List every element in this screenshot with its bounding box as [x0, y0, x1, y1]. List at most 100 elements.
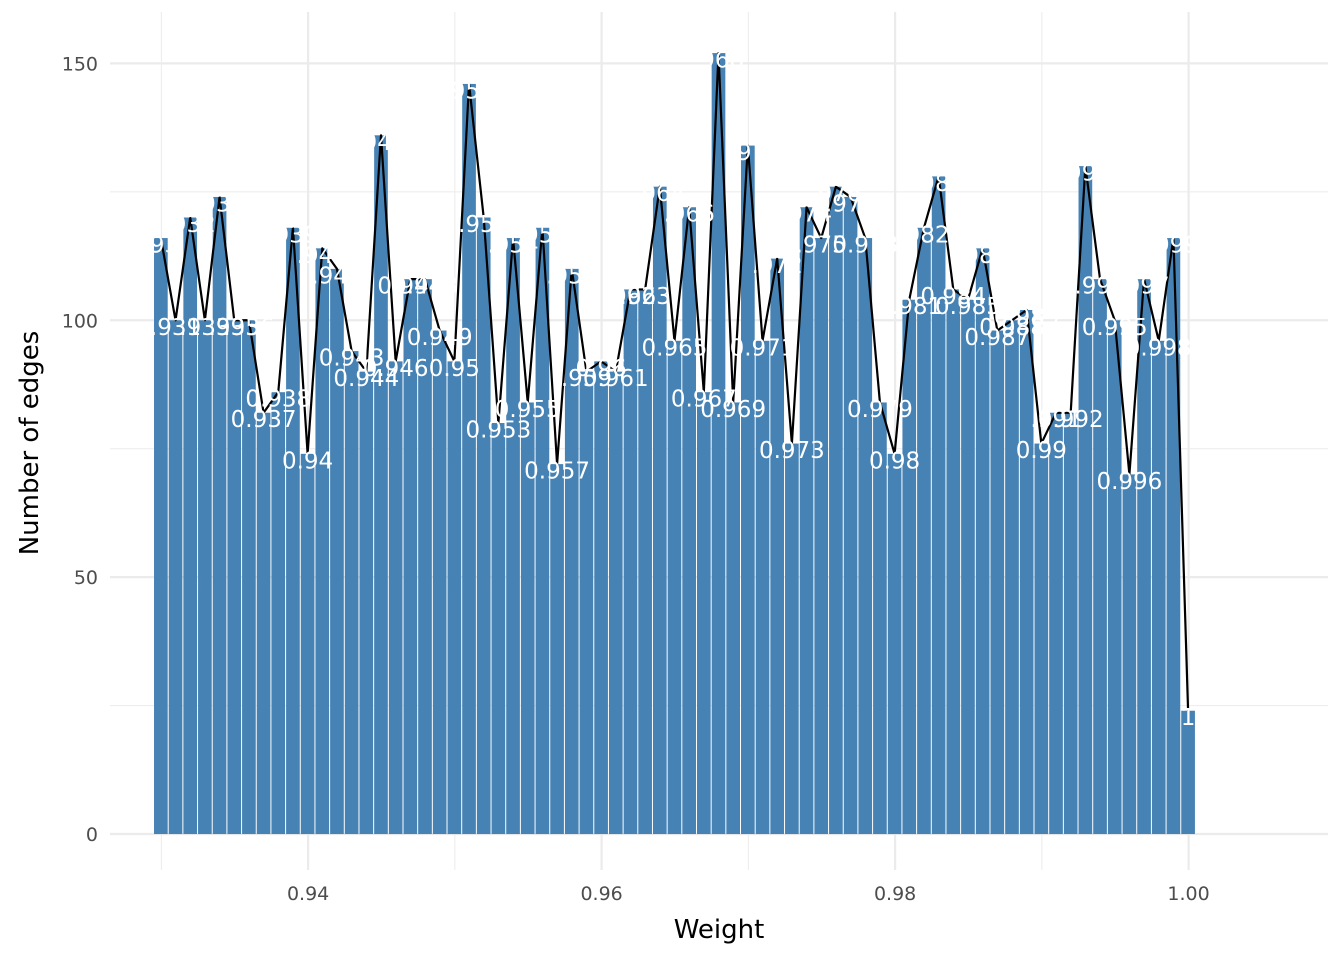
- bar-label: 0.995: [1082, 315, 1148, 341]
- histogram-bar: [946, 289, 961, 835]
- bar-label: .962: [605, 284, 656, 310]
- bar-label: .991: [1030, 407, 1081, 433]
- bar-label: 0.971: [730, 335, 796, 361]
- bar-label: .986: [957, 243, 1008, 269]
- histogram-bar: [359, 371, 374, 835]
- bar-label: .968: [693, 48, 744, 74]
- histogram-bar: [374, 135, 388, 835]
- histogram-bar: [667, 340, 682, 835]
- histogram-bar: [212, 196, 227, 835]
- histogram-bar: [1063, 412, 1078, 835]
- bar-label: 0.985: [935, 294, 1001, 320]
- histogram-bar: [1005, 320, 1019, 835]
- bar-label: 0.965: [642, 335, 708, 361]
- histogram-bar: [1137, 279, 1151, 835]
- bar-label: 0.949: [407, 325, 473, 351]
- bar-label: .97: [730, 140, 767, 166]
- histogram-bar: [755, 340, 770, 835]
- histogram-bar: [535, 227, 550, 835]
- bar-label: .93: [143, 233, 180, 259]
- bar-label: 0.957: [524, 459, 590, 485]
- bar-label: .936: [223, 315, 274, 341]
- histogram-bar: [579, 371, 594, 835]
- bar-label: .959: [561, 366, 612, 392]
- frequency-line: [159, 51, 1190, 711]
- histogram-bar: [843, 196, 858, 835]
- histogram-bar: [652, 186, 667, 835]
- bar-label: .963: [620, 284, 671, 310]
- bar-label: 0.984: [920, 284, 986, 310]
- bar-label: .954: [487, 233, 538, 259]
- bar-label: 0.998: [1126, 335, 1192, 361]
- bar-label: .982: [898, 222, 949, 248]
- bar-label: .999: [1148, 233, 1199, 259]
- y-axis-title: Number of edges: [15, 331, 45, 556]
- histogram-bar: [520, 402, 535, 835]
- bar-label: .994: [1074, 274, 1125, 300]
- x-tick-label: 0.96: [580, 883, 622, 905]
- y-tick-label: 0: [86, 824, 98, 846]
- bar-label: 0.938: [245, 387, 311, 413]
- bar-label: 0.978: [832, 233, 898, 259]
- histogram-bar: [873, 402, 887, 835]
- histogram-bar: [858, 238, 873, 835]
- histogram-bar: [770, 258, 785, 835]
- bar-label: .966: [664, 202, 715, 228]
- bar-label: 0.967: [671, 387, 737, 413]
- bar-label: 0.969: [700, 397, 766, 423]
- histogram-bar: [829, 186, 843, 835]
- bar-label: .935: [209, 315, 260, 341]
- bar-label: 0.96: [575, 356, 626, 382]
- histogram-bar: [931, 176, 946, 835]
- bar-label: 0.988: [979, 315, 1045, 341]
- histogram-bar: [1166, 238, 1181, 835]
- bar-label: .945: [355, 130, 406, 156]
- histogram-bar: [608, 371, 623, 835]
- histogram-bar: [447, 361, 462, 835]
- histogram-bar: [506, 238, 520, 835]
- histogram-bar: [550, 464, 564, 835]
- histogram-bar: [432, 330, 447, 835]
- histogram-bar: [623, 289, 638, 835]
- histogram-bar: [315, 248, 330, 835]
- bar-label: 0.987: [964, 325, 1030, 351]
- histogram-bar: [271, 392, 286, 835]
- bar-label: .983: [913, 171, 964, 197]
- bar-label: 0.99: [1016, 438, 1067, 464]
- histogram-bar: [711, 53, 726, 835]
- histogram-bar: [1151, 340, 1166, 835]
- histogram-bar: [1019, 309, 1034, 835]
- histogram-bar: [1034, 443, 1049, 835]
- bar-label: 0.973: [759, 438, 825, 464]
- axis-ticks: 0.94 0.96 0.98 1.00 0 50 100 150: [62, 53, 1210, 905]
- bar-label: 0.937: [231, 407, 297, 433]
- bar-label: 0.955: [495, 397, 561, 423]
- bar-label: 0.948: [392, 274, 458, 300]
- histogram-bar: [1093, 279, 1107, 835]
- bar-label: 0.981: [876, 294, 942, 320]
- histogram-bar: [403, 279, 418, 835]
- bars: [154, 53, 1195, 835]
- x-axis-title: Weight: [674, 915, 765, 945]
- histogram-bar: [1122, 474, 1137, 835]
- histogram-bar: [741, 145, 755, 835]
- bar-label: 0.947: [377, 274, 443, 300]
- histogram-bar: [388, 361, 403, 835]
- histogram-bar: [902, 299, 917, 835]
- histogram-bar: [564, 268, 579, 835]
- x-tick-label: 1.00: [1167, 883, 1209, 905]
- bar-label: .976: [810, 181, 861, 207]
- histogram-bar: [682, 207, 696, 835]
- bar-label: 0.94: [282, 448, 333, 474]
- y-tick-label: 50: [74, 567, 98, 589]
- histogram-bar: [1049, 412, 1063, 835]
- bar-label: .975: [796, 233, 847, 259]
- bar-label: 0.979: [847, 397, 913, 423]
- bar-label: 0.95: [429, 356, 480, 382]
- bar-label: .972: [752, 253, 803, 279]
- histogram-bar: [242, 320, 256, 835]
- bar-label: .941: [297, 243, 348, 269]
- histogram-bar: [300, 453, 315, 835]
- histogram-bar: [168, 320, 183, 835]
